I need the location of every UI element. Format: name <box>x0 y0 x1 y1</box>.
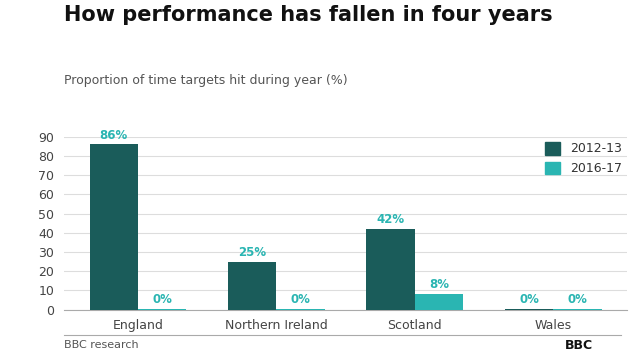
Text: 25%: 25% <box>238 246 266 259</box>
Bar <box>90 144 138 310</box>
Text: Proportion of time targets hit during year (%): Proportion of time targets hit during ye… <box>64 74 348 87</box>
Bar <box>228 262 276 310</box>
Text: BBC research: BBC research <box>64 340 139 350</box>
Text: How performance has fallen in four years: How performance has fallen in four years <box>64 5 552 26</box>
Text: 0%: 0% <box>519 293 539 306</box>
Text: 8%: 8% <box>429 278 449 291</box>
Text: 0%: 0% <box>568 293 588 306</box>
Text: BBC: BBC <box>565 339 593 352</box>
Text: 86%: 86% <box>100 129 128 141</box>
Text: 0%: 0% <box>291 293 310 306</box>
Bar <box>276 309 325 310</box>
Bar <box>138 309 186 310</box>
Bar <box>553 309 602 310</box>
Bar <box>366 229 415 310</box>
Text: 42%: 42% <box>376 213 404 226</box>
Text: 0%: 0% <box>152 293 172 306</box>
Bar <box>505 309 553 310</box>
Bar <box>415 294 463 310</box>
Legend: 2012-13, 2016-17: 2012-13, 2016-17 <box>540 137 627 180</box>
